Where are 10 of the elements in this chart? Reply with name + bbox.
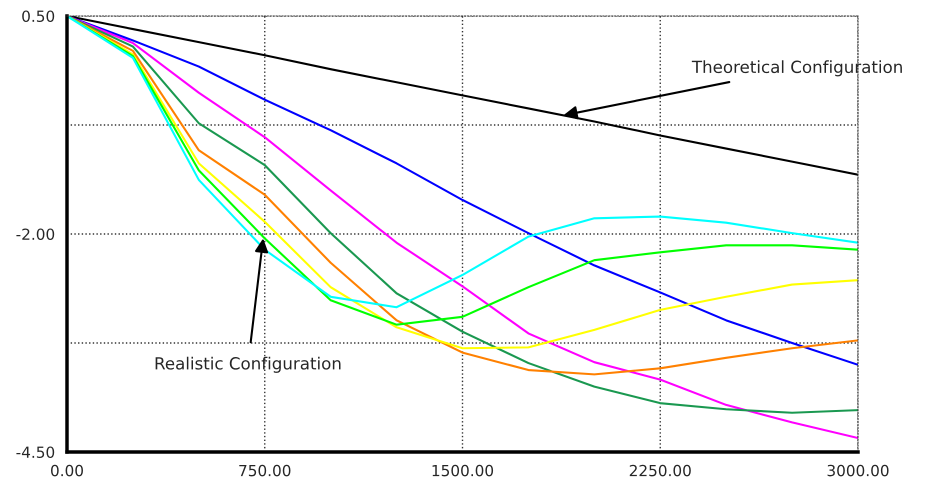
y-tick-label: -2.00 (16, 228, 54, 240)
y-tick-label: 0.50 (22, 10, 54, 22)
x-tick-label: 3000.00 (828, 464, 889, 476)
annotation: Theoretical Configuration (692, 60, 902, 76)
x-tick-label: 0.00 (51, 464, 83, 476)
x-tick-label: 750.00 (239, 464, 290, 476)
x-tick-label: 1500.00 (432, 464, 494, 476)
annotation: Realistic Configuration (156, 356, 340, 373)
y-tick-label: -4.50 (16, 446, 54, 458)
x-tick-label: 2250.00 (630, 464, 691, 476)
